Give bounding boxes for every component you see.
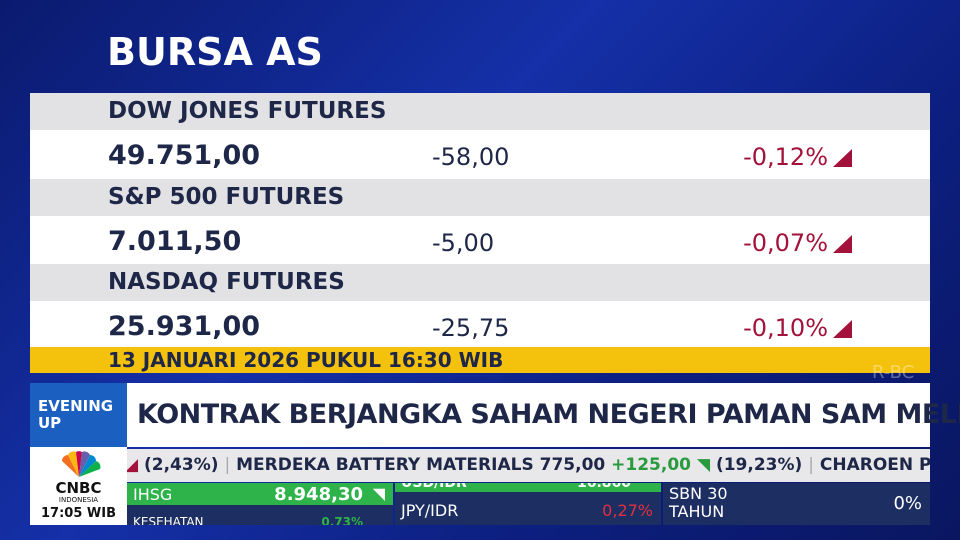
brand: CNBC — [55, 479, 102, 497]
index-name: S&P 500 FUTURES — [108, 183, 345, 210]
down-arrow — [833, 149, 852, 171]
market-value: 0,73% — [321, 515, 363, 525]
down-triangle — [833, 234, 852, 253]
clock: 17:05 WIB — [41, 506, 116, 521]
logo: CNBC INDONESIA 17:05 WIB — [30, 447, 127, 525]
index-percent: -0,07% — [743, 228, 828, 257]
market-name: KESEHATAN — [133, 515, 204, 525]
down-arrow: ◢ — [127, 455, 139, 475]
ticker-percent: (19,23%) — [715, 455, 803, 475]
ticker-price: 775,00 — [539, 455, 606, 475]
index-value: 49.751,00 — [108, 140, 261, 171]
market-name: USD/IDR — [401, 483, 467, 491]
title: BURSA AS — [107, 30, 323, 74]
market-name: IHSG — [133, 485, 173, 504]
ticker: ◢ (2,43%) | MERDEKA BATTERY MATERIALS 77… — [127, 449, 930, 482]
market-bond: SBN 30 TAHUN 0% — [663, 483, 930, 525]
index-percent: -0,10% — [743, 314, 828, 342]
market-value: 0,27% — [602, 501, 653, 520]
row-header — [30, 93, 930, 130]
market-name: SBN 30 TAHUN — [669, 484, 728, 521]
separator: | — [808, 455, 814, 475]
index-value: 7.011,50 — [108, 225, 242, 257]
futures-table: DOW JONES FUTURES 49.751,00 -58,00 -0,12% S&… — [30, 93, 930, 373]
market-ihsg: IHSG 8.948,30 ◥ KESEHATAN 0,73% — [127, 483, 393, 525]
peacock-icon — [61, 451, 100, 477]
index-name: NASDAQ FUTURES — [108, 269, 345, 295]
index-name: DOW JONES FUTURES — [108, 98, 387, 124]
ticker-percent: (2,43%) — [144, 455, 219, 475]
up-arrow: ◥ — [696, 455, 711, 475]
down-arrow — [833, 320, 852, 342]
index-percent: -0,12% — [743, 143, 828, 171]
timestamp-bar: 13 JANUARI 2026 PUKUL 16:30 WIB — [30, 347, 930, 373]
index-change: -58,00 — [432, 143, 510, 171]
index-change: -25,75 — [432, 314, 510, 342]
market-value: 0% — [893, 493, 922, 514]
ticker-change: +125,00 — [611, 455, 692, 475]
row-header — [30, 264, 930, 301]
market-fx: USD/IDR 16.860 JPY/IDR 0,27% — [395, 483, 661, 525]
index-change: -5,00 — [432, 228, 495, 257]
index-value: 25.931,00 — [108, 311, 261, 342]
headline: KONTRAK BERJANGKA SAHAM NEGERI PAMAN SAM… — [127, 383, 960, 447]
down-arrow — [833, 234, 852, 257]
down-triangle — [833, 149, 852, 167]
watermark: R-BC — [872, 362, 915, 383]
program-label: EVENING UP — [30, 383, 127, 447]
ticker-name: CHAROEN PO — [819, 455, 930, 475]
row-header — [30, 178, 930, 216]
region: INDONESIA — [58, 496, 99, 504]
ticker-name: MERDEKA BATTERY MATERIALS — [236, 455, 534, 475]
separator: | — [224, 455, 231, 475]
market-value: 8.948,30 — [274, 484, 363, 505]
market-value: 16.860 — [576, 483, 631, 491]
market-name: JPY/IDR — [401, 501, 459, 520]
up-arrow: ◥ — [372, 484, 385, 503]
down-triangle — [833, 320, 852, 338]
